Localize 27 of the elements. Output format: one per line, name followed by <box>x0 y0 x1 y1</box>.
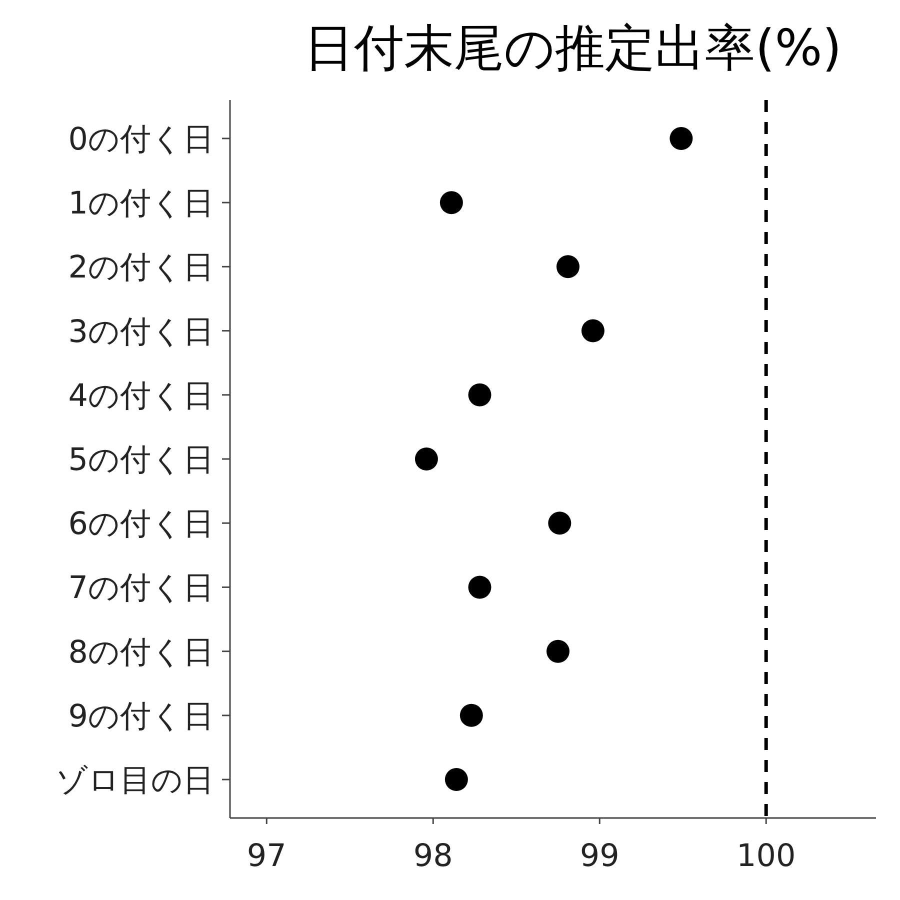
chart-title: 日付末尾の推定出率(%) <box>304 19 842 77</box>
y-tick-label: 1の付く日 <box>68 186 214 222</box>
point <box>468 576 492 599</box>
point <box>460 704 483 727</box>
y-tick-label: 0の付く日 <box>68 121 214 158</box>
point <box>440 191 463 214</box>
y-tick-label: 9の付く日 <box>68 698 214 734</box>
y-tick-label: 8の付く日 <box>68 634 214 670</box>
y-tick-label: 3の付く日 <box>68 314 214 350</box>
x-tick-label: 99 <box>580 838 620 874</box>
point <box>468 383 492 406</box>
point <box>548 512 572 535</box>
y-tick-label: 2の付く日 <box>68 250 214 286</box>
y-tick-label: 5の付く日 <box>68 442 214 478</box>
x-tick-label: 100 <box>736 838 796 874</box>
point <box>444 768 468 792</box>
y-tick-label: ゾロ目の日 <box>56 762 214 799</box>
point <box>556 255 580 278</box>
x-tick-label: 98 <box>413 838 453 874</box>
point <box>546 640 570 663</box>
x-tick-label: 97 <box>246 838 286 874</box>
y-tick-label: 7の付く日 <box>68 570 214 606</box>
y-tick-label: 6の付く日 <box>68 506 214 542</box>
point <box>670 126 693 150</box>
y-tick-label: 4の付く日 <box>68 378 214 414</box>
point <box>414 448 438 470</box>
point <box>581 319 604 342</box>
